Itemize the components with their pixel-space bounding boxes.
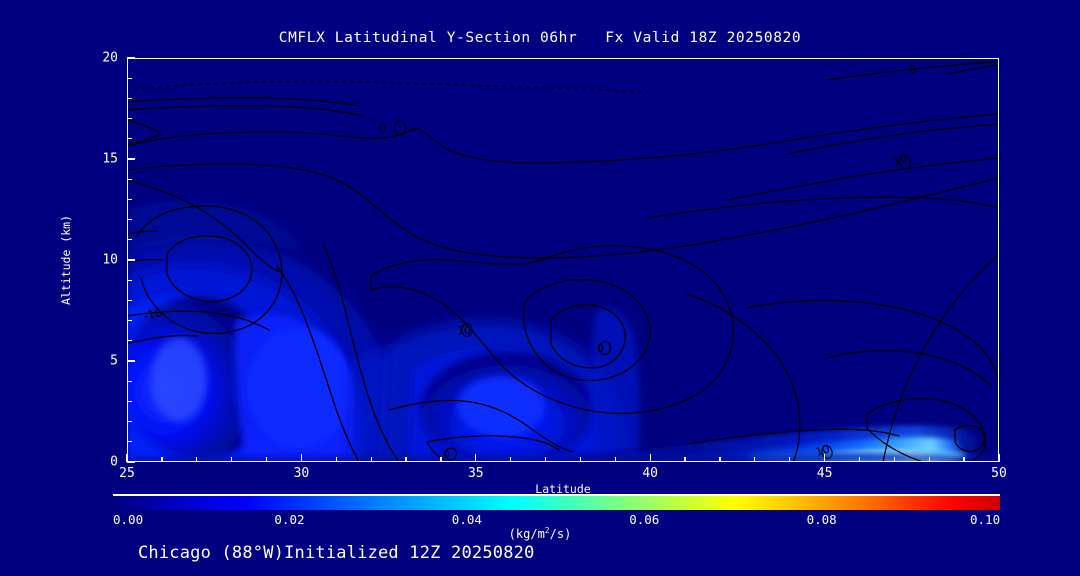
contour-label-ten-mid: 10 — [457, 324, 471, 337]
page-title: CMFLX Latitudinal Y-Section 06hr Fx Vali… — [278, 30, 802, 46]
x-tick — [196, 457, 198, 462]
contour-lines: -10 0 10 0 10 10 0 0 — [127, 61, 999, 462]
x-tick — [405, 457, 407, 462]
x-tick — [230, 457, 233, 462]
x-tick-label-0: 25 — [119, 466, 135, 481]
y-tick — [127, 279, 132, 281]
contour-label-ten-bottom: 10 — [814, 442, 831, 459]
x-tick — [161, 457, 163, 462]
y-tick — [127, 319, 132, 322]
x-tick-label-3: 40 — [642, 466, 659, 481]
x-tick-label-4: 45 — [816, 466, 833, 481]
x-tick — [858, 457, 861, 462]
y-tick — [127, 57, 135, 59]
contour-label-zero-right: 0 — [908, 62, 919, 77]
x-tick — [370, 457, 372, 462]
y-tick — [127, 441, 132, 443]
colorbar-tick-label-5: 0.10 — [970, 512, 1001, 527]
x-tick-label-5: 50 — [991, 466, 1007, 481]
colorbar-tick-label-0: 0.00 — [113, 512, 144, 527]
y-tick — [127, 380, 132, 382]
x-tick — [579, 457, 582, 462]
colorbar-tick-label-2: 0.04 — [451, 512, 482, 527]
x-tick — [649, 454, 651, 462]
y-axis-title: Altitude (km) — [59, 214, 73, 306]
y-tick — [127, 299, 132, 302]
x-tick — [475, 454, 477, 462]
x-axis-title: Latitude — [535, 482, 591, 496]
x-tick-label-2: 35 — [467, 466, 484, 481]
y-tick — [127, 461, 135, 463]
footer-caption: Chicago (88°W)Initialized 12Z 20250820 — [138, 543, 535, 563]
x-tick — [928, 457, 930, 462]
y-tick — [127, 218, 132, 221]
y-tick — [127, 117, 132, 120]
x-tick — [684, 457, 686, 462]
x-tick — [789, 457, 791, 462]
shaded-field — [127, 58, 999, 462]
x-tick-label-1: 30 — [293, 466, 310, 481]
y-tick — [127, 400, 132, 403]
x-tick — [544, 457, 547, 462]
x-tick — [510, 457, 512, 462]
colorbar-tick-label-4: 0.08 — [806, 512, 837, 527]
y-tick-label-3: 15 — [102, 151, 118, 167]
x-tick — [300, 454, 303, 462]
x-tick — [265, 457, 268, 462]
colorbar-top-rule — [113, 494, 1000, 496]
contour-label-ten-right: 10 — [892, 152, 910, 169]
y-tick — [127, 158, 135, 160]
colorbar-gradient — [113, 496, 1000, 510]
y-tick — [127, 340, 132, 342]
y-tick-label-4: 20 — [102, 50, 118, 66]
y-tick — [127, 178, 132, 180]
plot-area[interactable]: -10 0 10 0 10 10 0 0 — [126, 57, 1000, 463]
contour-label-zero-low: 0 — [443, 448, 450, 461]
colorbar-tick-label-1: 0.02 — [274, 512, 305, 527]
y-tick-label-2: 10 — [102, 252, 118, 268]
colorbar-units: (kg/m2/s) — [508, 526, 572, 541]
contour-label-zero-mid: 0 — [597, 342, 604, 355]
y-tick-label-1: 5 — [110, 353, 118, 369]
colorbar[interactable] — [113, 494, 1000, 510]
y-tick — [127, 97, 132, 100]
x-tick — [754, 457, 756, 462]
x-tick — [440, 457, 442, 462]
y-tick — [127, 239, 132, 241]
x-tick — [963, 457, 965, 462]
x-tick — [998, 454, 1000, 462]
contour-label-zero-top: 0 — [379, 122, 386, 135]
x-tick — [719, 457, 721, 462]
x-tick — [335, 457, 337, 462]
y-tick — [127, 360, 135, 362]
x-tick — [893, 457, 895, 462]
contour-label-minus10: -10 — [143, 306, 164, 323]
x-tick — [614, 457, 616, 462]
y-tick — [127, 420, 132, 423]
colorbar-tick-label-3: 0.06 — [629, 512, 660, 527]
y-tick — [127, 259, 135, 261]
y-tick-label-0: 0 — [110, 454, 118, 470]
y-tick — [127, 198, 132, 201]
y-tick — [127, 138, 132, 140]
x-tick — [823, 454, 826, 462]
y-tick — [127, 77, 132, 79]
